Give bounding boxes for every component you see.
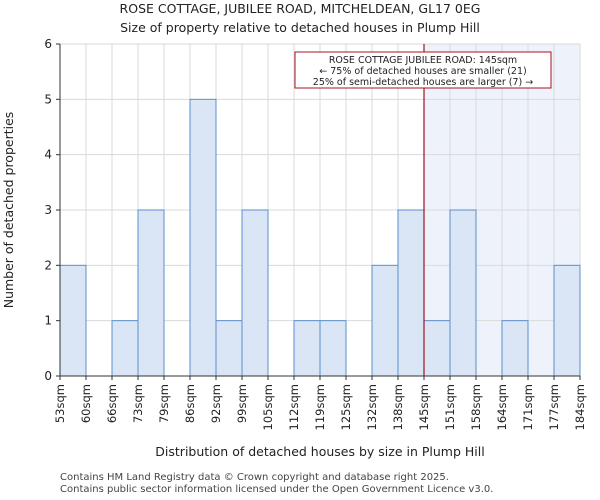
x-tick-label: 73sqm [131, 384, 145, 423]
x-tick-label: 86sqm [183, 384, 197, 423]
x-tick-label: 164sqm [495, 384, 509, 430]
x-tick-label: 99sqm [235, 384, 249, 423]
bar [59, 264, 87, 377]
annotation-line: ← 75% of detached houses are smaller (21… [319, 66, 526, 77]
bar [371, 264, 399, 377]
y-tick-label: 3 [44, 203, 52, 217]
chart-subtitle: Size of property relative to detached ho… [120, 20, 480, 35]
x-tick-label: 171sqm [521, 384, 535, 430]
bar [241, 209, 269, 377]
x-tick-label: 60sqm [79, 384, 93, 423]
x-tick-label: 177sqm [547, 384, 561, 430]
bar [449, 209, 477, 377]
bar [137, 209, 165, 377]
footer-line-2: Contains public sector information licen… [60, 484, 494, 495]
bar [553, 264, 581, 377]
x-tick-label: 53sqm [53, 384, 67, 423]
y-axis-label: Number of detached properties [1, 112, 16, 309]
x-tick-label: 105sqm [261, 384, 275, 430]
bar [293, 320, 321, 377]
bar [423, 320, 451, 377]
x-tick-label: 92sqm [209, 384, 223, 423]
x-tick-label: 145sqm [417, 384, 431, 430]
bar [215, 320, 243, 377]
y-tick-label: 2 [44, 258, 52, 272]
bar [319, 320, 347, 377]
y-tick-label: 1 [44, 314, 52, 328]
x-tick-label: 79sqm [157, 384, 171, 423]
y-tick-label: 0 [44, 369, 52, 383]
footer-line-1: Contains HM Land Registry data © Crown c… [60, 472, 449, 483]
x-tick-label: 66sqm [105, 384, 119, 423]
y-tick-label: 5 [44, 92, 52, 106]
annotation-box [294, 51, 552, 89]
x-tick-label: 132sqm [365, 384, 379, 430]
x-tick-label: 119sqm [313, 384, 327, 430]
x-tick-label: 112sqm [287, 384, 301, 430]
x-tick-label: 125sqm [339, 384, 353, 430]
chart-title: ROSE COTTAGE, JUBILEE ROAD, MITCHELDEAN,… [119, 1, 481, 16]
x-tick-label: 138sqm [391, 384, 405, 430]
x-tick-label: 184sqm [573, 384, 587, 430]
bar [189, 98, 217, 377]
x-axis-label: Distribution of detached houses by size … [155, 444, 484, 459]
bar [111, 320, 139, 377]
bar [501, 320, 529, 377]
y-tick-label: 6 [44, 37, 52, 51]
annotation-line: ROSE COTTAGE JUBILEE ROAD: 145sqm [329, 55, 517, 66]
y-tick-label: 4 [44, 148, 52, 162]
x-tick-label: 158sqm [469, 384, 483, 430]
bar [397, 209, 425, 377]
x-tick-label: 151sqm [443, 384, 457, 430]
annotation-line: 25% of semi-detached houses are larger (… [313, 77, 533, 88]
